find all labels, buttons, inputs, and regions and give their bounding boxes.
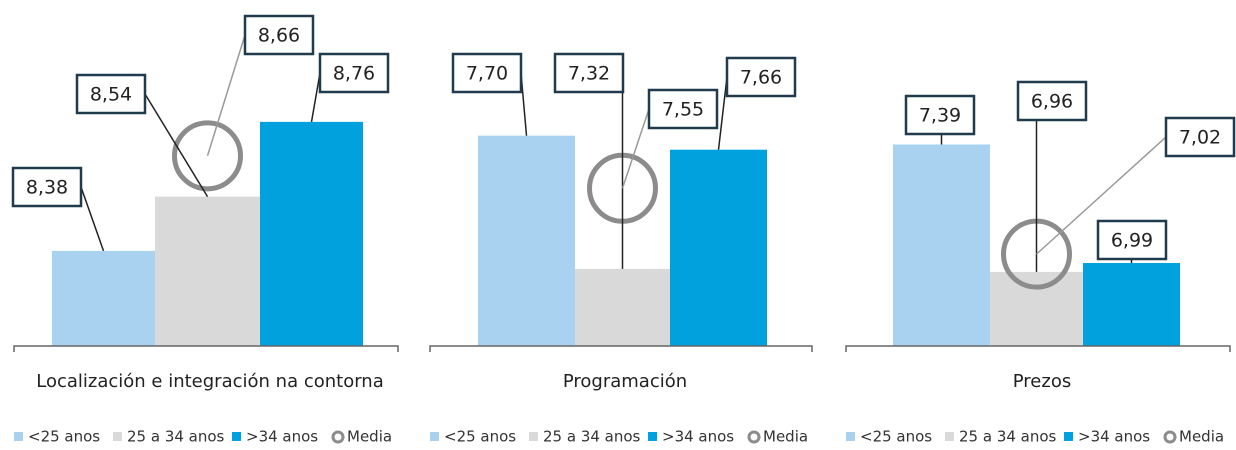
leader-line xyxy=(310,72,321,123)
label-box xyxy=(318,52,390,94)
legend-swatch xyxy=(232,432,241,441)
legend-swatch xyxy=(430,432,439,441)
legend-marker xyxy=(1163,430,1177,444)
leader-line xyxy=(144,93,209,197)
bar xyxy=(670,149,767,346)
bar xyxy=(52,250,155,346)
category-label: Prezos xyxy=(1013,371,1071,392)
value-label: 7,70 xyxy=(466,63,508,85)
label-box xyxy=(904,94,976,136)
bar xyxy=(575,268,670,346)
mean-marker xyxy=(172,120,243,192)
value-label: 7,55 xyxy=(662,99,704,121)
leader-line xyxy=(80,186,105,252)
value-label: 7,39 xyxy=(919,105,961,127)
category-label: Programación xyxy=(563,371,687,392)
legend-swatch xyxy=(1064,432,1073,441)
legend-marker xyxy=(331,430,345,444)
value-label: 8,54 xyxy=(90,84,132,106)
legend-swatch xyxy=(113,432,122,441)
legend-swatch xyxy=(648,432,657,441)
axis-line xyxy=(13,345,399,352)
value-label: 8,66 xyxy=(258,25,300,47)
legend-marker xyxy=(747,430,761,444)
leader-line xyxy=(206,34,246,157)
bar xyxy=(893,144,990,346)
value-label: 6,96 xyxy=(1031,91,1073,113)
legend-label: >34 anos xyxy=(662,428,734,446)
label-box xyxy=(1164,116,1236,158)
value-label: 8,38 xyxy=(26,177,68,199)
value-label: 7,32 xyxy=(568,63,610,85)
label-box xyxy=(75,73,147,115)
leader-line xyxy=(717,76,728,150)
legend-label: <25 anos xyxy=(28,428,100,446)
bar xyxy=(990,271,1083,346)
legend-label: <25 anos xyxy=(444,428,516,446)
axis-line xyxy=(845,345,1231,352)
legend-label: 25 a 34 anos xyxy=(543,428,641,446)
label-box xyxy=(243,14,315,56)
legend-swatch xyxy=(846,432,855,441)
legend-label: <25 anos xyxy=(860,428,932,446)
bar xyxy=(478,135,575,346)
bar xyxy=(260,121,363,346)
value-label: 6,99 xyxy=(1111,230,1153,252)
legend-label: Media xyxy=(763,428,808,446)
value-label: 7,66 xyxy=(740,67,782,89)
label-box xyxy=(725,56,797,98)
legend-label: 25 a 34 anos xyxy=(959,428,1057,446)
legend-swatch xyxy=(529,432,538,441)
label-box xyxy=(11,166,83,208)
bar xyxy=(1083,263,1180,346)
label-box xyxy=(1096,219,1168,261)
legend-label: 25 a 34 anos xyxy=(127,428,225,446)
bar xyxy=(155,196,260,346)
legend-label: >34 anos xyxy=(246,428,318,446)
legend-label: Media xyxy=(1179,428,1224,446)
label-box xyxy=(1016,80,1088,122)
legend-label: Media xyxy=(347,428,392,446)
value-label: 7,02 xyxy=(1179,127,1221,149)
label-box xyxy=(553,52,625,94)
value-label: 8,76 xyxy=(333,63,375,85)
leader-line xyxy=(621,108,650,189)
label-box xyxy=(647,88,719,130)
leader-line xyxy=(1035,136,1167,255)
legend-label: >34 anos xyxy=(1078,428,1150,446)
label-box xyxy=(451,52,523,94)
category-label: Localización e integración na contorna xyxy=(36,371,383,392)
legend-swatch xyxy=(14,432,23,441)
legend-swatch xyxy=(945,432,954,441)
axis-line xyxy=(429,345,813,352)
